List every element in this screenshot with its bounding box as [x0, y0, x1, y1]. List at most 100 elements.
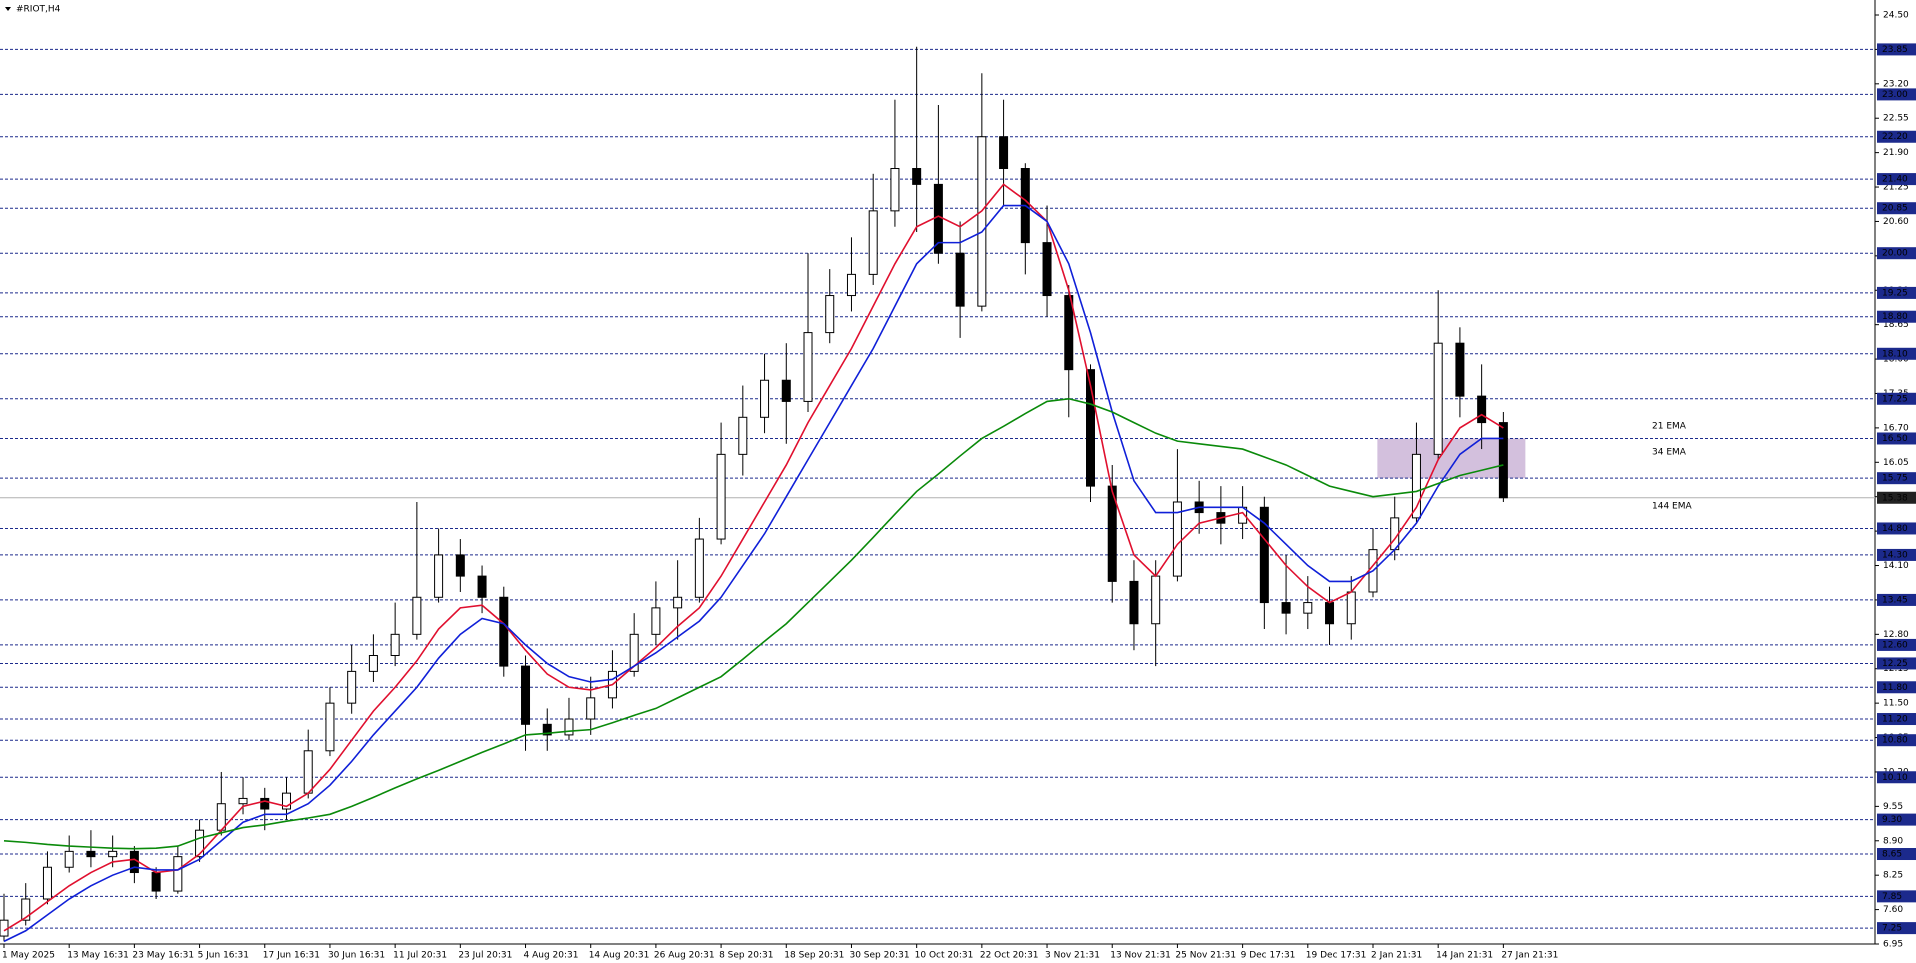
level-label: 8.65 — [1882, 850, 1902, 860]
level-label-bg — [1877, 922, 1916, 935]
candle-body — [64, 850, 74, 868]
level-label-bg — [1877, 286, 1916, 299]
candle-body — [455, 554, 465, 577]
y-tick-label: 14.10 — [1883, 561, 1909, 571]
candle-body — [499, 596, 509, 667]
candle-body — [1346, 591, 1356, 625]
x-tick-label: 30 Jun 16:31 — [328, 951, 385, 961]
x-tick-label: 11 Jul 20:31 — [393, 951, 447, 961]
candle-body — [890, 168, 900, 212]
level-label: 14.30 — [1882, 550, 1908, 560]
candle-body — [694, 538, 704, 598]
candle-body — [521, 665, 531, 725]
candle-body — [42, 866, 52, 900]
candle-body — [347, 670, 357, 704]
level-label-bg — [1877, 310, 1916, 323]
candle-body — [129, 850, 139, 874]
candle-body — [368, 655, 378, 672]
level-label-bg — [1877, 713, 1916, 726]
level-label: 14.80 — [1882, 524, 1908, 534]
x-tick-label: 23 Jul 20:31 — [458, 951, 512, 961]
candle-body — [1151, 575, 1161, 625]
candle-body — [390, 633, 400, 657]
candle-body — [434, 554, 444, 598]
level-label: 10.80 — [1882, 736, 1908, 746]
level-label-bg — [1877, 522, 1916, 535]
candle-body — [825, 295, 835, 334]
candle-body — [586, 697, 596, 720]
x-tick-label: 30 Sep 20:31 — [849, 951, 909, 961]
x-tick-label: 17 Jun 16:31 — [263, 951, 320, 961]
x-tick-label: 3 Nov 21:31 — [1045, 951, 1100, 961]
y-tick-label: 7.60 — [1883, 905, 1903, 915]
candle-body — [1107, 485, 1117, 582]
candle-body — [846, 273, 856, 297]
last-price-label: 15.38 — [1882, 493, 1908, 503]
candle-body — [260, 797, 270, 810]
x-tick-label: 23 May 16:31 — [132, 951, 194, 961]
level-label-bg — [1877, 657, 1916, 670]
level-label: 20.00 — [1882, 249, 1908, 259]
y-tick-label: 24.50 — [1883, 11, 1909, 21]
legend-label: 21 EMA — [1652, 422, 1687, 432]
candle-body — [1455, 342, 1465, 397]
x-tick-label: 8 Sep 20:31 — [719, 951, 773, 961]
level-label-bg — [1877, 848, 1916, 861]
level-label: 12.25 — [1882, 659, 1908, 669]
candle-body — [673, 596, 683, 609]
level-label: 7.25 — [1882, 924, 1902, 934]
level-label: 18.80 — [1882, 312, 1908, 322]
candle-body — [1259, 506, 1269, 604]
level-label-bg — [1877, 771, 1916, 784]
candle-body — [303, 750, 313, 794]
y-tick-label: 23.20 — [1883, 79, 1909, 89]
ema-line — [3, 183, 1504, 932]
x-tick-label: 13 May 16:31 — [67, 951, 129, 961]
x-tick-label: 22 Oct 20:31 — [980, 951, 1039, 961]
x-tick-label: 5 Jun 16:31 — [198, 951, 249, 961]
chart-title: #RIOT,H4 — [16, 5, 61, 15]
level-label-bg — [1877, 347, 1916, 360]
level-label: 7.85 — [1882, 892, 1902, 902]
x-tick-label: 19 Dec 17:31 — [1306, 951, 1367, 961]
ema-line — [3, 397, 1504, 850]
candle-body — [325, 702, 335, 752]
candle-body — [1433, 342, 1443, 455]
level-label-bg — [1877, 130, 1916, 143]
y-tick-label: 16.05 — [1883, 458, 1909, 468]
candle-body — [1172, 501, 1182, 577]
candle-body — [629, 633, 639, 672]
candle-body — [803, 332, 813, 402]
candle-body — [1086, 369, 1095, 487]
x-tick-label: 18 Sep 20:31 — [784, 951, 844, 961]
candle-body — [238, 797, 248, 805]
level-label-bg — [1877, 173, 1916, 186]
x-tick-label: 26 Aug 20:31 — [654, 951, 715, 961]
y-tick-label: 21.25 — [1883, 183, 1909, 193]
candle-body — [781, 379, 791, 402]
candle-body — [477, 575, 487, 598]
level-label: 23.00 — [1882, 90, 1908, 100]
level-label-bg — [1877, 813, 1916, 826]
x-tick-label: 10 Oct 20:31 — [915, 951, 974, 961]
candle-body — [1325, 602, 1335, 625]
y-tick-label: 8.25 — [1883, 871, 1903, 881]
level-label-bg — [1877, 638, 1916, 651]
y-tick-label: 20.60 — [1883, 217, 1909, 227]
legend-label: 144 EMA — [1652, 502, 1692, 512]
candle-body — [912, 168, 922, 185]
candle-body — [195, 829, 205, 858]
y-tick-label: 16.70 — [1883, 423, 1909, 433]
candle-body — [716, 453, 726, 540]
x-tick-label: 2 Jan 21:31 — [1371, 951, 1422, 961]
y-tick-label: 22.55 — [1883, 114, 1909, 124]
legend-label: 34 EMA — [1652, 448, 1687, 458]
candle-body — [955, 252, 965, 307]
candle-body — [564, 718, 574, 736]
candle-body — [108, 850, 118, 858]
ema-line — [3, 204, 1504, 943]
level-label-bg — [1877, 890, 1916, 903]
x-tick-label: 27 Jan 21:31 — [1501, 951, 1558, 961]
x-tick-label: 9 Dec 17:31 — [1241, 951, 1296, 961]
